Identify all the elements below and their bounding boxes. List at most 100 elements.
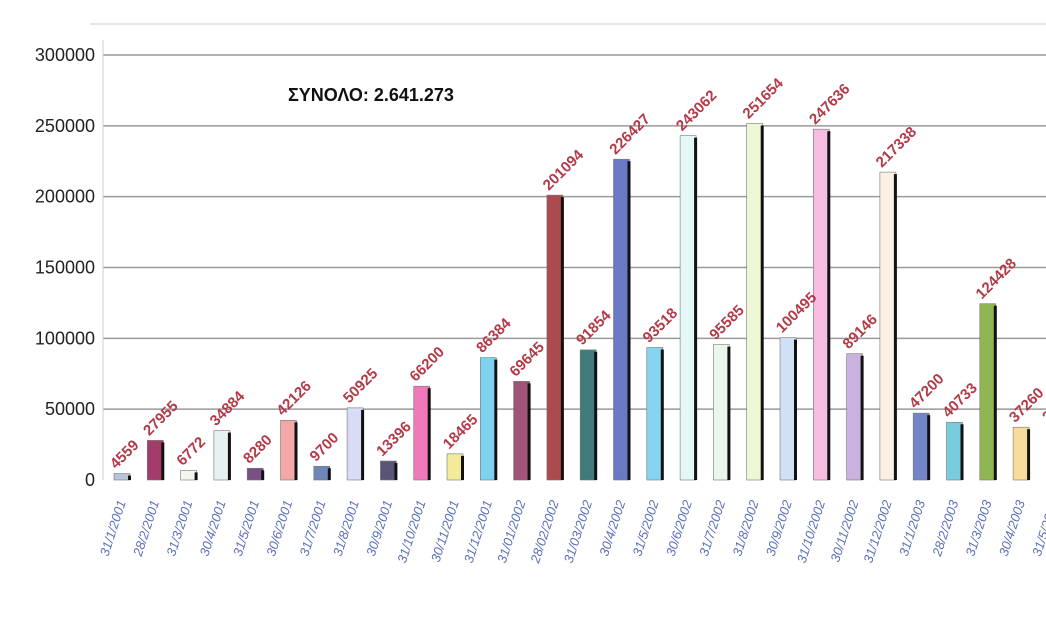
- bar-2: [147, 440, 165, 481]
- bar-shadow: [794, 339, 797, 480]
- y-tick-label: 200000: [35, 187, 95, 207]
- bar-shadow: [494, 359, 498, 480]
- bar-shadow: [960, 424, 964, 480]
- bar-16: [613, 158, 631, 481]
- bar-14: [546, 194, 564, 481]
- data-label: 13396: [373, 418, 415, 460]
- x-tick-label: 31/01/2002: [494, 498, 529, 565]
- bar-18: [679, 135, 698, 481]
- x-tick-label: 31/1/2003: [896, 498, 928, 558]
- bar: [180, 470, 197, 481]
- x-tick-label: 30/11/2001: [428, 498, 462, 564]
- bar-5: [246, 467, 265, 481]
- bar-7: [313, 465, 331, 481]
- data-label: 217338: [873, 124, 920, 171]
- data-label: 226427: [606, 111, 653, 158]
- data-label: 6772: [173, 434, 209, 470]
- bar: [446, 453, 464, 481]
- data-label: 37260: [1006, 385, 1046, 427]
- x-tick-label: 31/8/2001: [330, 498, 362, 558]
- bar: [413, 385, 431, 481]
- bar-shadow: [927, 415, 931, 480]
- data-label: 247636: [806, 81, 853, 128]
- y-tick-label: 100000: [35, 328, 95, 348]
- x-tick-label: 31/3/2001: [163, 498, 195, 558]
- bar-9: [380, 460, 398, 481]
- data-label: 243062: [673, 87, 720, 134]
- bar: [912, 412, 930, 481]
- y-tick-label: 50000: [45, 399, 95, 419]
- bar: [579, 349, 597, 481]
- bar-27: [979, 303, 997, 481]
- x-tick-label: 28/2/2001: [130, 498, 162, 559]
- data-labels: 4559279556772348848280421269700509251339…: [107, 74, 1046, 472]
- x-tick-label: 31/5/2003: [1029, 498, 1046, 558]
- bar-11: [446, 453, 464, 481]
- data-label: 124428: [973, 255, 1020, 302]
- bar-shadow: [1027, 429, 1031, 480]
- data-label: 18465: [440, 411, 482, 453]
- bar-shadow: [627, 161, 631, 480]
- bar-shadow: [294, 422, 298, 480]
- bar-shadow: [694, 137, 698, 480]
- bar-shadow: [361, 409, 365, 480]
- data-label: 50925: [340, 365, 382, 407]
- bar-shadow: [194, 472, 198, 480]
- bar-20: [746, 123, 764, 481]
- bar: [1012, 426, 1030, 481]
- x-tick-label: 28/02/2002: [527, 498, 562, 566]
- bar: [147, 440, 164, 481]
- data-label: 66200: [407, 344, 449, 386]
- data-label: 86384: [473, 314, 515, 356]
- bar-shadow: [161, 442, 165, 480]
- x-tick-label: 31/03/2002: [561, 498, 596, 565]
- data-label: 8280: [240, 431, 276, 467]
- x-tick-label: 28/2/2003: [929, 498, 962, 559]
- bar-10: [413, 385, 431, 481]
- bar-shadow: [394, 463, 398, 480]
- bar: [546, 194, 564, 481]
- bar-shadow: [860, 355, 864, 480]
- bar-12: [479, 357, 498, 481]
- bar-17: [646, 347, 664, 481]
- bar: [879, 171, 897, 481]
- bar-4: [213, 430, 231, 481]
- data-label: 4559: [107, 437, 143, 473]
- bar-23: [846, 353, 864, 481]
- x-tick-label: 30/4/2001: [197, 498, 229, 558]
- x-tick-label: 31/1/2001: [97, 498, 129, 558]
- bar: [346, 407, 364, 481]
- x-tick-label: 30/4/2002: [596, 498, 628, 558]
- data-label: 9700: [307, 429, 343, 465]
- bar-shadow: [727, 346, 731, 480]
- bar: [946, 421, 963, 481]
- x-tick-label: 31/10/2001: [394, 498, 428, 565]
- bar-shadow: [227, 432, 231, 480]
- bar: [280, 420, 297, 481]
- bar-shadow: [993, 305, 997, 480]
- bar: [679, 135, 697, 481]
- bar-8: [346, 407, 365, 481]
- bar: [213, 430, 231, 481]
- x-tick-label: 31/7/2001: [297, 498, 329, 558]
- x-tick-label: 30/4/2003: [996, 498, 1028, 558]
- bar-22: [812, 128, 831, 481]
- data-label: 40733: [939, 380, 981, 422]
- bar: [746, 123, 764, 481]
- bar-shadow: [827, 131, 831, 481]
- x-tick-label: 31/12/2002: [860, 498, 895, 565]
- data-label: 251654: [740, 74, 788, 122]
- bar-shadow: [560, 197, 564, 481]
- bar-shadow: [760, 125, 764, 480]
- bar-13: [513, 381, 531, 481]
- x-tick-label: 31/8/2002: [729, 498, 761, 558]
- bar: [513, 381, 530, 481]
- x-tick-label: 31/12/2001: [461, 498, 495, 565]
- bar-28: [1012, 426, 1031, 481]
- bar-6: [280, 420, 298, 481]
- bar-shadow: [527, 383, 531, 480]
- x-tick-label: 30/9/2002: [763, 498, 795, 558]
- data-label: 95585: [706, 302, 748, 344]
- bar-3: [180, 470, 198, 481]
